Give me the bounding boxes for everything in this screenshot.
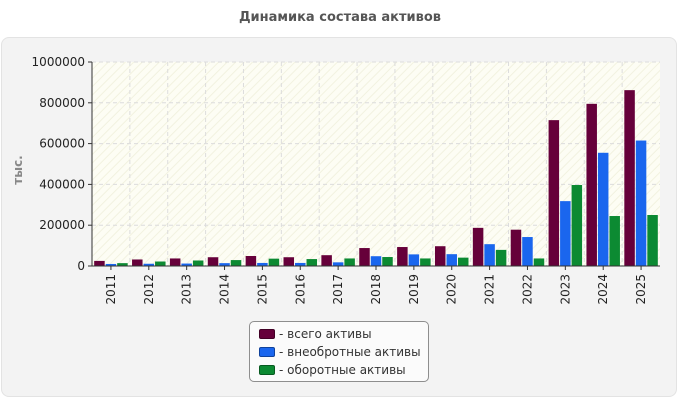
x-tick-label: 2015	[255, 274, 269, 305]
axes	[88, 61, 660, 270]
bar	[181, 263, 192, 266]
bar	[510, 229, 522, 266]
legend-label-noncurrent: - внеобротные активы	[279, 345, 421, 359]
x-tick-label: 2014	[218, 274, 232, 305]
x-tick-label: 2012	[142, 274, 156, 305]
bar	[117, 263, 128, 266]
bar	[306, 259, 318, 266]
x-tick-label: 2022	[520, 274, 534, 305]
legend-swatch-noncurrent	[259, 347, 275, 357]
x-tick-label: 2016	[293, 274, 307, 305]
bar	[397, 247, 408, 266]
bar	[609, 216, 620, 266]
bar	[484, 244, 495, 266]
bar	[257, 262, 268, 266]
bar	[94, 260, 105, 266]
bar	[359, 248, 370, 266]
y-tick-label: 200000	[39, 218, 85, 232]
bar	[169, 258, 181, 266]
bar	[219, 263, 230, 266]
bar	[472, 227, 484, 266]
legend-label-current: - оборотные активы	[279, 363, 406, 377]
bar	[207, 257, 219, 266]
legend-swatch-total	[259, 329, 275, 339]
x-tick-label: 2024	[596, 274, 610, 305]
x-tick-label: 2023	[558, 274, 572, 305]
bar	[434, 246, 446, 266]
y-tick-label: 1000000	[32, 55, 85, 69]
x-tick-label: 2020	[445, 274, 459, 305]
bar	[597, 152, 609, 266]
bar	[495, 249, 507, 266]
bar	[344, 258, 355, 266]
y-tick-label: 800000	[39, 96, 85, 110]
bar	[522, 237, 533, 266]
bar	[586, 103, 597, 266]
x-tick-label: 2013	[180, 274, 194, 305]
bar	[420, 258, 431, 266]
x-tick-label: 2021	[483, 274, 497, 305]
bar	[457, 257, 469, 266]
axis-labels: 0 200000 400000 600000 800000 1000000 2011 2012…	[32, 55, 649, 305]
x-tick-label: 2019	[407, 274, 421, 305]
bar	[446, 254, 457, 266]
y-tick-label: 600000	[39, 137, 85, 151]
legend-swatch-current	[259, 365, 275, 375]
bar	[230, 260, 242, 266]
bars	[94, 90, 658, 266]
chart-title: Динамика состава активов	[238, 10, 442, 25]
bar	[408, 254, 420, 266]
bar	[624, 90, 635, 266]
chart-legend: - всего активы - внеобротные активы - об…	[249, 321, 429, 382]
bar	[332, 262, 344, 266]
grid-lines	[92, 61, 660, 266]
y-tick-label: 400000	[39, 177, 85, 191]
bar	[268, 258, 280, 266]
legend-label-total: - всего активы	[279, 327, 372, 341]
legend-item: - оборотные активы	[259, 361, 428, 379]
bar	[560, 201, 571, 266]
x-tick-label: 2017	[331, 274, 345, 305]
bar	[647, 215, 658, 266]
bar	[192, 260, 204, 266]
bar	[382, 257, 393, 266]
bar	[571, 185, 583, 266]
y-tick-label: 0	[77, 259, 85, 273]
bar	[533, 258, 545, 266]
bar	[143, 263, 155, 266]
x-tick-label: 2025	[634, 274, 648, 305]
bar	[132, 259, 143, 266]
bar	[370, 256, 382, 266]
bar	[548, 120, 560, 266]
bar	[295, 262, 306, 266]
bar	[105, 263, 117, 266]
bar	[245, 256, 257, 266]
y-axis-label: тыс.	[11, 155, 25, 184]
x-tick-label: 2011	[104, 274, 118, 305]
bar	[321, 255, 332, 266]
legend-item: - внеобротные активы	[259, 343, 428, 361]
bar	[283, 257, 295, 266]
legend-item: - всего активы	[259, 325, 428, 343]
x-tick-label: 2018	[369, 274, 383, 305]
bar	[635, 140, 647, 266]
bar	[155, 261, 166, 266]
